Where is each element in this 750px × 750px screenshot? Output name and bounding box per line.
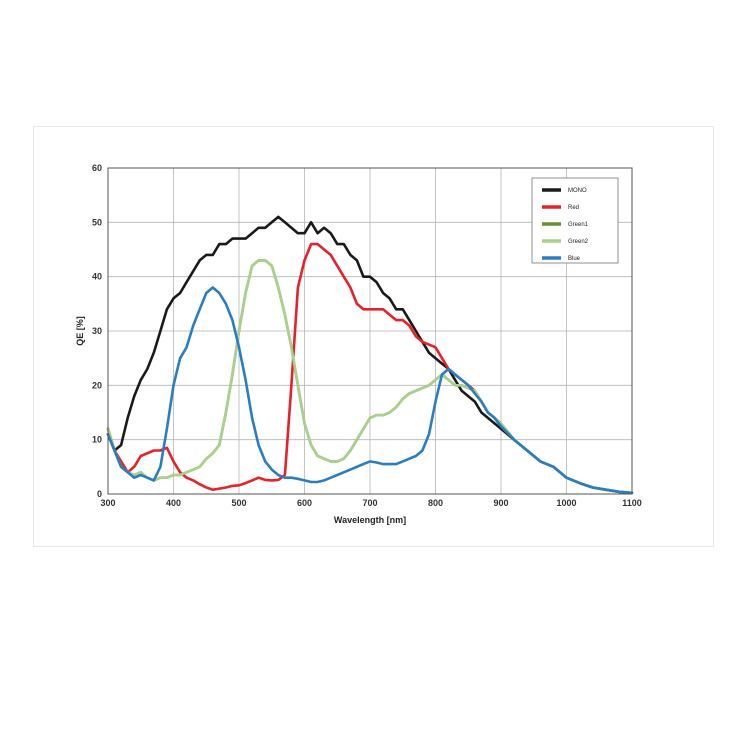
y-tick-label: 50 — [92, 217, 102, 227]
qe-chart: 300 400 500 600 700 800 900 1000 1100 0 10 20 30 40 5… — [75, 163, 642, 525]
y-tick-label: 60 — [92, 163, 102, 173]
x-tick-label: 300 — [100, 498, 115, 508]
plot-border — [107, 167, 633, 495]
y-axis-title: QE [%] — [75, 316, 85, 346]
x-tick-label: 900 — [493, 498, 508, 508]
legend-label-green1: Green1 — [568, 222, 589, 228]
y-tick-label: 40 — [92, 272, 102, 282]
legend: MONO Red Green1 Green2 Blue — [531, 177, 619, 264]
x-tick-label: 600 — [297, 498, 312, 508]
x-tick-label: 800 — [428, 498, 443, 508]
x-tick-label: 400 — [166, 498, 181, 508]
series-lines — [106, 215, 634, 495]
x-tick-label: 1000 — [556, 498, 576, 508]
x-axis-title: Wavelength [nm] — [334, 515, 406, 525]
x-tick-label: 700 — [362, 498, 377, 508]
y-tick-label: 30 — [92, 326, 102, 336]
legend-box — [531, 177, 619, 264]
chart-frame: 300 400 500 600 700 800 900 1000 1100 0 10 20 30 40 5… — [33, 126, 714, 547]
y-tick-label: 0 — [97, 489, 102, 499]
legend-label-blue: Blue — [568, 256, 581, 262]
legend-label-red: Red — [568, 205, 579, 211]
x-tick-label: 1100 — [622, 498, 642, 508]
series-line-mono — [106, 215, 634, 495]
legend-label-mono: MONO — [568, 188, 587, 194]
legend-label-green2: Green2 — [568, 239, 589, 245]
x-tick-label: 500 — [231, 498, 246, 508]
y-tick-label: 10 — [92, 435, 102, 445]
series-line-blue — [106, 286, 634, 495]
y-tick-label: 20 — [92, 380, 102, 390]
y-tick-labels: 0 10 20 30 40 50 60 — [92, 163, 102, 499]
x-tick-labels: 300 400 500 600 700 800 900 1000 1100 — [100, 498, 641, 508]
